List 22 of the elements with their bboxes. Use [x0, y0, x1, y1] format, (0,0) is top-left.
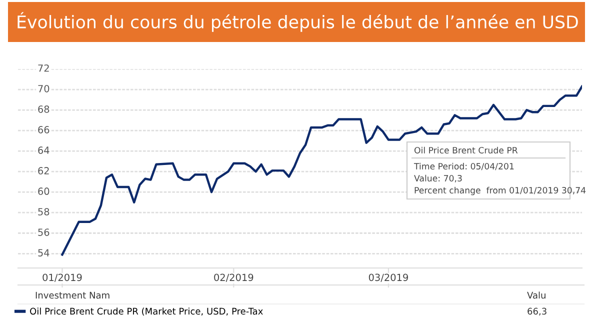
- x-tick-label: 01/2019: [42, 274, 82, 282]
- y-tick-label: 66: [38, 126, 50, 134]
- annotation: Time Period: 05/04/201: [414, 162, 514, 170]
- x-tick-label: 03/2019: [368, 274, 408, 282]
- x-tick-label: 02/2019: [214, 274, 254, 282]
- y-tick-label: 60: [38, 188, 50, 195]
- legend-label: Oil Price Brent Crude PR (Market Price, USD, Pre-Tax: [30, 308, 263, 316]
- annotation: Value: 70,3: [414, 174, 462, 182]
- annotation: Percent change from 01/01/2019 30,74: [414, 186, 586, 196]
- y-tick-label: 54: [38, 249, 50, 256]
- y-tick-label: 62: [38, 167, 49, 174]
- y-tick-label: 58: [38, 208, 50, 216]
- chart-title: Évolution du cours du pétrole depuis le début de l’année en USD: [18, 12, 578, 32]
- text: Valu: [527, 292, 546, 299]
- y-tick-label: 70: [38, 84, 50, 92]
- y-tick-label: 56: [38, 228, 50, 236]
- annotation: Oil Price Brent Crude PR: [414, 146, 518, 154]
- y-tick-label: 72: [38, 64, 49, 72]
- text: 66,3: [528, 308, 546, 316]
- text: Investment Nam: [36, 292, 110, 299]
- y-tick-label: 68: [38, 106, 50, 113]
- y-tick-label: 64: [38, 146, 50, 154]
